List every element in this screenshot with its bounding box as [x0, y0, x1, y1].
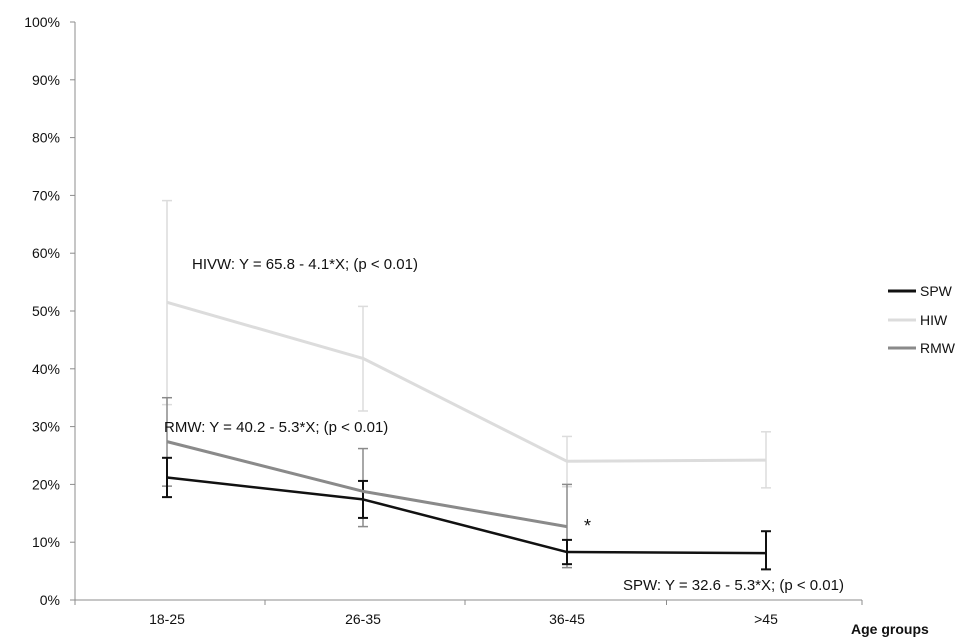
y-tick-label: 50%: [32, 303, 60, 319]
legend: SPW HIW RMW: [888, 283, 956, 356]
hivw-regression-annotation: HIVW: Y = 65.8 - 4.1*X; (p < 0.01): [192, 256, 418, 273]
y-tick-label: 30%: [32, 419, 60, 435]
y-tick-label: 40%: [32, 361, 60, 377]
x-tick-label: >45: [754, 611, 778, 627]
y-tick-label: 80%: [32, 130, 60, 146]
y-tick-label: 0%: [40, 592, 60, 608]
spw-series-line: [166, 476, 767, 555]
annotations: HIVW: Y = 65.8 - 4.1*X; (p < 0.01) RMW: …: [164, 256, 844, 594]
legend-label-rmw: RMW: [920, 340, 956, 356]
y-tick-label: 10%: [32, 534, 60, 550]
legend-label-spw: SPW: [920, 283, 953, 299]
x-tick-label: 36-45: [549, 611, 585, 627]
rmw-series-line: [166, 440, 568, 529]
y-tick-label: 20%: [32, 476, 60, 492]
x-axis-title: Age groups: [851, 621, 929, 637]
y-tick-label: 100%: [24, 14, 60, 30]
rmw-regression-annotation: RMW: Y = 40.2 - 5.3*X; (p < 0.01): [164, 419, 388, 436]
x-tick-label: 18-25: [149, 611, 185, 627]
spw-regression-annotation: SPW: Y = 32.6 - 5.3*X; (p < 0.01): [623, 577, 844, 594]
y-tick-label: 60%: [32, 245, 60, 261]
legend-label-hiw: HIW: [920, 312, 948, 328]
axes: 0% 10% 20% 30% 40% 50% 60% 70% 80% 90% 100% 18-25 26…: [24, 14, 863, 627]
x-tick-label: 26-35: [345, 611, 381, 627]
hiw-series-line: [166, 300, 767, 463]
y-tick-label: 90%: [32, 72, 60, 88]
series-lines: [166, 300, 767, 555]
significance-star: *: [584, 516, 591, 536]
y-tick-label: 70%: [32, 187, 60, 203]
